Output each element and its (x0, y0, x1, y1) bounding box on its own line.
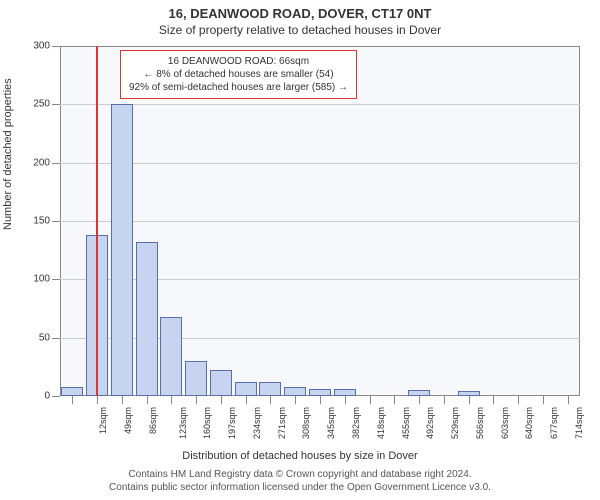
x-tick (246, 396, 247, 404)
x-tick-label: 603sqm (500, 407, 510, 439)
x-tick (394, 396, 395, 404)
x-tick-label: 12sqm (98, 407, 108, 434)
x-tick (419, 396, 420, 404)
callout-line1: 16 DEANWOOD ROAD: 66sqm (129, 55, 348, 68)
x-tick-label: 529sqm (450, 407, 460, 439)
x-tick-label: 492sqm (425, 407, 435, 439)
x-tick-label: 714sqm (574, 407, 584, 439)
attribution-line2: Contains public sector information licen… (0, 481, 600, 494)
x-tick-label: 418sqm (376, 407, 386, 439)
x-tick (493, 396, 494, 404)
chart-plot-area: 05010015020025030012sqm49sqm86sqm123sqm1… (60, 46, 580, 396)
page-subtitle: Size of property relative to detached ho… (0, 21, 600, 37)
bar (185, 361, 207, 396)
x-tick-label: 123sqm (178, 407, 188, 439)
attribution-text: Contains HM Land Registry data © Crown c… (0, 468, 600, 494)
x-tick-label: 640sqm (524, 407, 534, 439)
reference-line (96, 46, 98, 396)
bar (160, 317, 182, 396)
bar (61, 387, 83, 396)
x-tick-label: 308sqm (302, 407, 312, 439)
x-tick (171, 396, 172, 404)
x-tick-label: 160sqm (202, 407, 212, 439)
x-tick (345, 396, 346, 404)
x-tick (469, 396, 470, 404)
bar (334, 389, 356, 396)
y-tick-label: 100 (20, 274, 50, 285)
attribution-line1: Contains HM Land Registry data © Crown c… (0, 468, 600, 481)
x-tick (568, 396, 569, 404)
x-tick-label: 677sqm (549, 407, 559, 439)
y-tick (52, 221, 60, 222)
y-tick-label: 200 (20, 157, 50, 168)
x-tick-label: 49sqm (123, 407, 133, 434)
gridline (60, 104, 580, 105)
x-tick (543, 396, 544, 404)
callout-box: 16 DEANWOOD ROAD: 66sqm← 8% of detached … (120, 50, 357, 99)
y-tick-label: 250 (20, 99, 50, 110)
gridline (60, 163, 580, 164)
bar (136, 242, 158, 396)
y-tick-label: 150 (20, 216, 50, 227)
y-axis-label: Number of detached properties (2, 78, 14, 230)
x-tick (147, 396, 148, 404)
x-tick-label: 566sqm (475, 407, 485, 439)
bar (309, 389, 331, 396)
bar (210, 370, 232, 396)
y-tick (52, 338, 60, 339)
callout-line2: ← 8% of detached houses are smaller (54) (129, 68, 348, 81)
x-tick (122, 396, 123, 404)
x-tick-label: 234sqm (252, 407, 262, 439)
y-tick-label: 0 (20, 391, 50, 402)
x-tick-label: 455sqm (401, 407, 411, 439)
x-tick (196, 396, 197, 404)
bar (284, 387, 306, 396)
x-tick-label: 271sqm (277, 407, 287, 439)
y-tick-label: 300 (20, 41, 50, 52)
x-tick (72, 396, 73, 404)
x-tick (320, 396, 321, 404)
x-tick (270, 396, 271, 404)
x-tick-label: 345sqm (326, 407, 336, 439)
callout-line3: 92% of semi-detached houses are larger (… (129, 81, 348, 94)
y-tick (52, 396, 60, 397)
x-tick (221, 396, 222, 404)
x-tick (295, 396, 296, 404)
x-tick (444, 396, 445, 404)
x-tick-label: 382sqm (351, 407, 361, 439)
x-tick (97, 396, 98, 404)
x-tick-label: 197sqm (227, 407, 237, 439)
y-tick-label: 50 (20, 332, 50, 343)
y-tick (52, 46, 60, 47)
bar (259, 382, 281, 396)
x-tick (370, 396, 371, 404)
page-title: 16, DEANWOOD ROAD, DOVER, CT17 0NT (0, 0, 600, 21)
gridline (60, 221, 580, 222)
y-tick (52, 104, 60, 105)
x-tick-label: 86sqm (148, 407, 158, 434)
y-tick (52, 163, 60, 164)
bar (235, 382, 257, 396)
bar (111, 104, 133, 396)
x-axis-label: Distribution of detached houses by size … (0, 450, 600, 462)
x-tick (518, 396, 519, 404)
y-tick (52, 279, 60, 280)
